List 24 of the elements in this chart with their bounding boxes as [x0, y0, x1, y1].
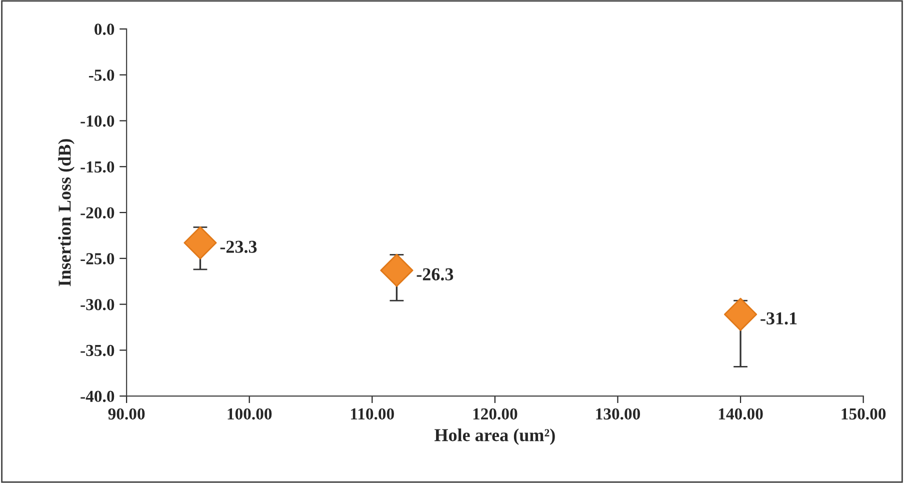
y-tick-label: -20.0 — [80, 207, 114, 219]
x-axis-title: Hole area (um²) — [434, 428, 555, 445]
y-tick-label: -25.0 — [80, 253, 114, 264]
x-tick-label: 130.00 — [596, 408, 640, 420]
x-tick-label: 140.00 — [718, 408, 763, 420]
y-tick-label: 0.0 — [94, 24, 114, 35]
x-tick-label: 120.00 — [473, 408, 518, 420]
y-tick-label: -5.0 — [88, 70, 114, 81]
data-label: -26.3 — [416, 268, 454, 280]
y-tick-label: -10.0 — [80, 115, 114, 127]
y-tick-label: -15.0 — [80, 161, 114, 173]
data-label: -23.3 — [220, 240, 257, 253]
y-tick-label: -40.0 — [80, 390, 114, 402]
y-axis-title: Insertion Loss (dB) — [58, 139, 74, 286]
point — [724, 298, 758, 331]
x-tick-label: 110.00 — [351, 408, 394, 420]
x-tick-label: 90.00 — [108, 408, 145, 420]
point — [184, 226, 217, 260]
x-tick-label: 100.00 — [228, 408, 272, 420]
data-label: -31.1 — [760, 312, 797, 325]
point — [380, 254, 414, 287]
y-tick-label: -30.0 — [80, 298, 114, 310]
y-tick-label: -35.0 — [80, 344, 114, 356]
x-tick-label: 150.00 — [842, 408, 886, 420]
